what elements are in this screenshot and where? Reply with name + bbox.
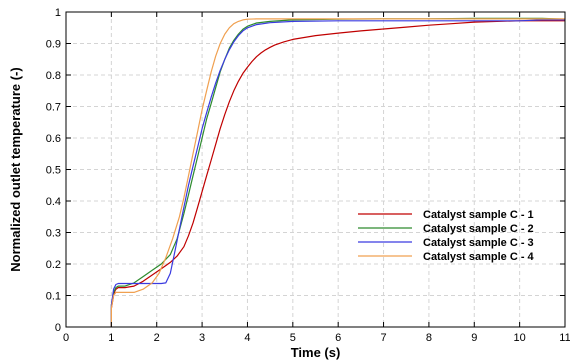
series-line-1 (110, 20, 565, 327)
y-tick-label: 0.1 (46, 291, 61, 303)
legend-label-1: Catalyst sample C - 1 (423, 209, 534, 221)
x-tick-label: 4 (244, 332, 250, 344)
x-axis-title: Time (s) (291, 345, 341, 360)
y-tick-label: 0 (55, 322, 61, 334)
x-tick-label: 9 (471, 332, 477, 344)
y-tick-label: 0.9 (46, 39, 61, 51)
legend-label-2: Catalyst sample C - 2 (423, 223, 534, 235)
plot-frame (65, 11, 566, 328)
x-tick-label: 2 (154, 332, 160, 344)
x-tick-label: 6 (335, 332, 341, 344)
x-tick-label: 11 (559, 332, 570, 344)
x-tick-label: 5 (290, 332, 296, 344)
x-tick-label: 3 (199, 332, 205, 344)
y-tick-label: 0.5 (46, 165, 61, 177)
grid (66, 12, 565, 327)
x-tick-label: 1 (108, 332, 114, 344)
x-tick-label: 0 (63, 332, 69, 344)
y-axis-title: Normalized outlet temperature (-) (8, 67, 23, 271)
y-tick-label: 0.6 (46, 133, 61, 145)
y-tick-label: 0.4 (46, 196, 61, 208)
y-tick-label: 0.2 (46, 259, 61, 271)
y-tick-label: 0.3 (46, 228, 61, 240)
series-line-4 (110, 18, 565, 327)
legend-label-4: Catalyst sample C - 4 (423, 251, 535, 263)
legend-label-3: Catalyst sample C - 3 (423, 237, 534, 249)
axis-ticks: 0 1 2 3 4 5 6 7 8 9 10 11 0 0.1 0.2 0.3 0.4 0.5 0.6 0.7 0.8 0… (46, 7, 570, 344)
series-lines (110, 17, 566, 327)
y-tick-label: 0.7 (46, 102, 61, 114)
legend: Catalyst sample C - 1 Catalyst sample C -… (358, 209, 535, 263)
y-tick-label: 0.8 (46, 70, 61, 82)
series-line-3 (110, 19, 565, 327)
y-tick-label: 1 (55, 7, 61, 19)
x-tick-label: 10 (514, 332, 526, 344)
x-tick-label: 8 (426, 332, 432, 344)
x-tick-label: 7 (380, 332, 386, 344)
